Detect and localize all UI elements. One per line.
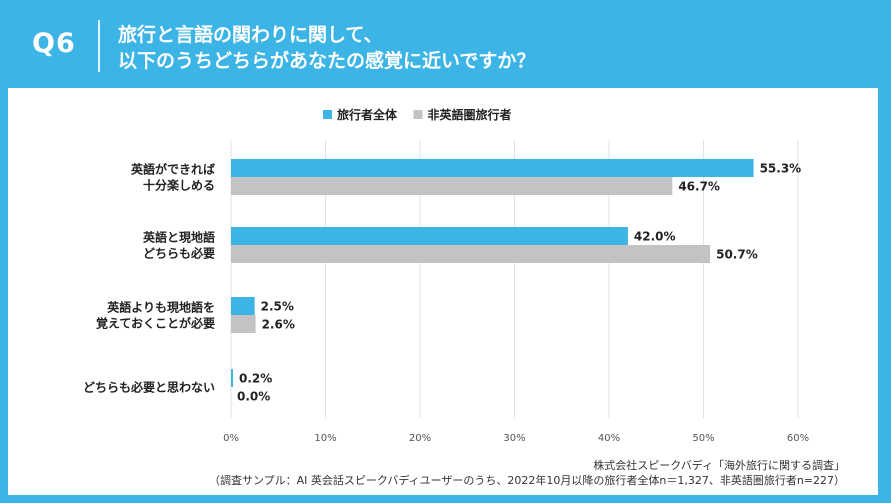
bar [231,159,754,177]
x-tick-label: 30% [503,433,525,444]
x-tick-label: 20% [409,433,431,444]
x-tick-label: 0% [223,433,239,444]
bar [231,227,628,245]
legend-label: 非英語圏旅行者 [428,107,512,122]
x-tick-label: 60% [787,433,809,444]
bar [231,315,256,333]
source-line-1: 株式会社スピークバディ「海外旅行に関する調査」 [593,459,845,472]
category-label: 覚えておくことが必要 [96,316,215,331]
bar [231,297,255,315]
category-label: 英語ができれば [131,162,215,177]
data-label: 46.7% [678,180,720,194]
question-line-1: 旅行と言語の関わりに関して、 [118,24,383,46]
question-text: 旅行と言語の関わりに関して、 以下のうちどちらがあなたの感覚に近いですか？ [118,22,535,74]
category-label: どちらも必要と思わない [83,380,215,395]
category-label: 十分楽しめる [143,178,215,193]
question-line-2: 以下のうちどちらがあなたの感覚に近いですか？ [118,50,536,72]
question-header: Q6 旅行と言語の関わりに関して、 以下のうちどちらがあなたの感覚に近いですか？ [0,0,891,85]
legend-swatch [413,110,423,119]
data-label: 55.3% [760,162,802,176]
x-tick-label: 50% [692,433,714,444]
category-label: 英語よりも現地語を [107,300,215,315]
header-divider [98,20,100,72]
chart-panel [8,88,878,495]
data-label: 50.7% [716,248,758,262]
bar [231,245,711,263]
data-label: 42.0% [634,230,676,244]
source-note: 株式会社スピークバディ「海外旅行に関する調査」 （調査サンプル：AI 英会話スピ… [209,458,845,488]
category-label: どちらも必要 [143,246,215,261]
x-tick-label: 10% [314,433,336,444]
data-label: 2.5% [261,300,294,314]
category-label: 英語と現地語 [143,230,215,245]
data-label: 0.0% [237,390,270,404]
data-label: 0.2% [239,372,272,386]
legend-swatch [323,110,332,119]
legend-label: 旅行者全体 [337,107,398,122]
bar [231,369,233,387]
bar [231,177,673,195]
question-number: Q6 [32,28,76,59]
data-label: 2.6% [262,318,295,332]
source-line-2: （調査サンプル：AI 英会話スピークバディユーザーのうち、2022年10月以降の… [208,474,845,487]
x-tick-label: 40% [598,433,620,444]
